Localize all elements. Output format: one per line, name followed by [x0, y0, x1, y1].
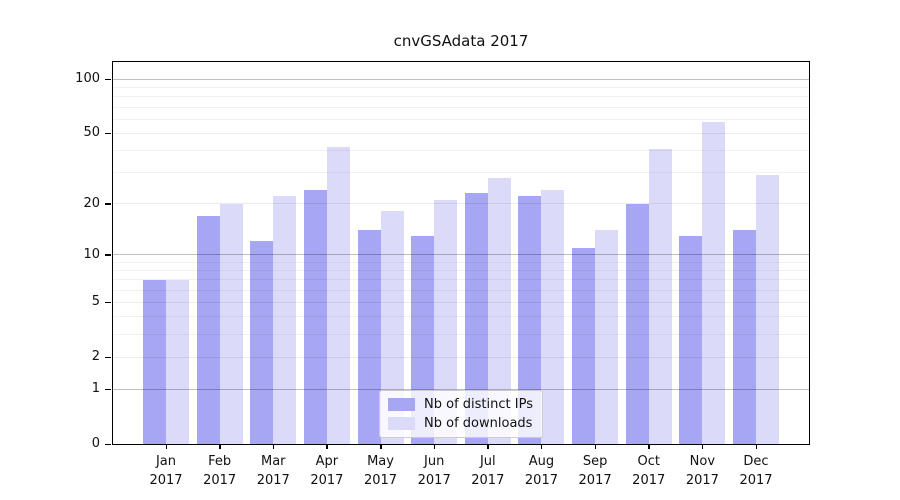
- gridline-y-10: [113, 254, 809, 256]
- bar-downloads-oct: [648, 148, 672, 444]
- x-tick-label-mar: Mar 2017: [256, 454, 290, 488]
- y-tick-0: [105, 443, 111, 445]
- x-tick-jul: [487, 444, 489, 449]
- bar-downloads-nov: [702, 121, 726, 444]
- bar-ips-aug: [518, 196, 542, 444]
- bar-ips-jan: [143, 279, 166, 444]
- gridline-y-20: [113, 203, 809, 205]
- bar-downloads-dec: [756, 175, 779, 444]
- x-tick-sep: [594, 444, 597, 449]
- y-tick-label-0: 0: [91, 436, 100, 451]
- y-tick-label-2: 2: [91, 349, 100, 365]
- x-tick-label-feb: Feb 2017: [203, 454, 237, 488]
- bar-ips-sep: [572, 247, 596, 444]
- y-tick-label-5: 5: [91, 294, 100, 310]
- gridline-y-90: [113, 87, 809, 89]
- bar-downloads-may: [380, 211, 404, 444]
- bar-downloads-mar: [273, 196, 297, 444]
- y-tick-label-100: 100: [75, 71, 100, 87]
- x-tick-apr: [326, 444, 328, 449]
- x-tick-aug: [540, 444, 543, 449]
- bar-downloads-jun: [434, 199, 458, 444]
- gridline-y-6: [113, 289, 809, 291]
- bar-ips-apr: [303, 189, 327, 444]
- x-tick-label-apr: Apr 2017: [310, 454, 344, 488]
- legend-label: Nb of distinct IPs: [424, 397, 533, 412]
- x-tick-may: [380, 444, 382, 449]
- legend-label: Nb of downloads: [424, 416, 533, 431]
- x-tick-feb: [219, 444, 221, 449]
- gridline-y-8: [113, 269, 809, 271]
- x-tick-label-jul: Jul 2017: [471, 454, 505, 488]
- gridline-y-7: [113, 279, 809, 281]
- bar-ips-mar: [250, 241, 274, 444]
- gridline-y-5: [113, 301, 809, 303]
- y-tick-label-20: 20: [83, 195, 100, 211]
- bar-downloads-feb: [219, 203, 243, 444]
- legend: Nb of distinct IPs Nb of downloads: [379, 390, 543, 438]
- x-tick-nov: [701, 444, 704, 449]
- x-tick-label-jan: Jan 2017: [149, 454, 183, 488]
- bar-ips-oct: [625, 203, 649, 444]
- x-tick-jan: [165, 444, 167, 449]
- y-tick-label-50: 50: [83, 125, 100, 141]
- bar-downloads-jul: [487, 178, 511, 444]
- gridline-y-80: [113, 96, 809, 98]
- x-tick-label-jun: Jun 2017: [417, 454, 451, 488]
- chart-title: cnvGSAdata 2017: [393, 32, 529, 50]
- x-tick-mar: [272, 444, 275, 449]
- gridline-y-9: [113, 261, 809, 263]
- y-tick-50: [105, 132, 111, 135]
- legend-swatch-downloads: [388, 417, 416, 430]
- bar-ips-jul: [464, 193, 488, 444]
- x-tick-label-sep: Sep 2017: [578, 454, 612, 488]
- x-tick-label-may: May 2017: [363, 454, 398, 488]
- bar-ips-nov: [679, 235, 703, 444]
- bar-ips-may: [357, 230, 381, 444]
- y-tick-2: [105, 356, 111, 359]
- bar-downloads-jan: [166, 279, 189, 444]
- gridline-y-1: [113, 388, 809, 390]
- bar-ips-dec: [733, 230, 756, 444]
- x-tick-label-aug: Aug 2017: [524, 454, 558, 488]
- x-tick-label-oct: Oct 2017: [632, 454, 666, 488]
- plot-area: Nb of distinct IPs Nb of downloads: [113, 62, 809, 444]
- gridline-y-60: [113, 118, 809, 120]
- gridline-y-2: [113, 356, 809, 358]
- bar-ips-feb: [196, 215, 220, 444]
- y-tick-label-1: 1: [91, 381, 100, 397]
- bar-downloads-sep: [595, 230, 619, 444]
- y-tick-1: [105, 388, 111, 391]
- gridline-y-30: [113, 172, 809, 174]
- x-tick-oct: [648, 444, 650, 449]
- gridline-y-70: [113, 106, 809, 108]
- x-tick-label-dec: Dec 2017: [739, 454, 773, 488]
- x-tick-label-nov: Nov 2017: [685, 454, 719, 488]
- gridline-y-100: [113, 78, 809, 80]
- x-tick-jun: [433, 444, 436, 449]
- gridline-y-3: [113, 334, 809, 335]
- legend-item-downloads: Nb of downloads: [388, 416, 533, 431]
- y-tick-label-10: 10: [83, 246, 100, 262]
- x-tick-dec: [755, 444, 757, 449]
- legend-swatch-distinct-ips: [388, 398, 416, 411]
- bar-downloads-aug: [541, 189, 565, 444]
- y-tick-5: [105, 301, 111, 304]
- y-tick-20: [105, 203, 111, 205]
- y-tick-100: [105, 78, 111, 81]
- gridline-y-40: [113, 150, 809, 152]
- legend-item-distinct-ips: Nb of distinct IPs: [388, 397, 533, 412]
- y-tick-10: [105, 254, 111, 256]
- bar-downloads-apr: [326, 146, 350, 444]
- gridline-y-50: [113, 132, 809, 134]
- gridline-y-4: [113, 316, 809, 318]
